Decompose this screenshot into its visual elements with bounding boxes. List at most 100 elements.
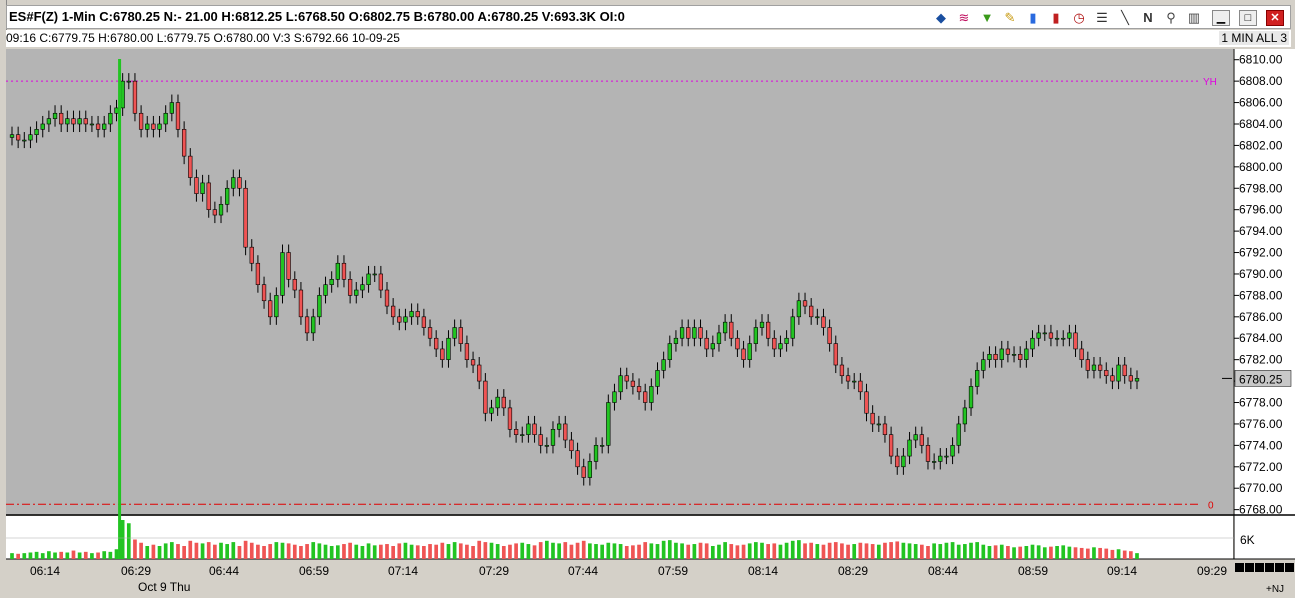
minimize-button[interactable]: ▁ xyxy=(1212,10,1230,26)
pencil-icon[interactable]: ✎ xyxy=(1004,10,1016,25)
volume-bar xyxy=(256,544,260,559)
y-tick-label: 6810.00 xyxy=(1239,53,1283,67)
volume-bar xyxy=(40,553,45,559)
volume-bar xyxy=(434,544,439,559)
price-chart[interactable]: 6768.00 6770.00 6772.00 6774.00 6776.00 6778.… xyxy=(0,47,1295,598)
candle-up xyxy=(815,316,820,319)
candle-icon[interactable]: ▮ xyxy=(1052,10,1060,25)
y-tick-label: 6788.00 xyxy=(1239,288,1283,302)
line-tool-icon[interactable]: ╲ xyxy=(1121,10,1129,25)
volume-bar xyxy=(176,544,180,559)
bar-chart-icon[interactable]: ▮ xyxy=(1029,10,1037,25)
volume-bar xyxy=(262,546,266,559)
y-tick-label: 6794.00 xyxy=(1239,224,1283,238)
candle-down xyxy=(888,434,894,457)
last-price-label: 6780.25 xyxy=(1239,372,1283,386)
x-tick-label: 09:14 xyxy=(1107,564,1137,578)
volume-bar xyxy=(895,541,900,559)
candle-up xyxy=(169,102,174,114)
candle-up xyxy=(544,445,549,447)
volume-bar xyxy=(809,542,814,559)
candle-down xyxy=(292,279,297,291)
funnel-icon[interactable]: ▼ xyxy=(980,10,994,25)
candle-up xyxy=(618,375,623,393)
volume-bar xyxy=(821,544,826,559)
zero-label: 0 xyxy=(1208,500,1214,511)
candle-up xyxy=(673,337,679,344)
candle-down xyxy=(138,112,144,130)
volume-bar xyxy=(151,544,156,559)
candle-up xyxy=(52,112,58,119)
candle-up xyxy=(46,118,52,125)
candle-up xyxy=(944,455,949,458)
volume-bar xyxy=(213,544,217,559)
volume-bar xyxy=(311,542,316,559)
volume-bar xyxy=(999,544,1004,559)
date-label: Oct 9 Thu xyxy=(138,580,190,594)
candle-up xyxy=(225,187,230,205)
list-icon[interactable]: ☰ xyxy=(1096,10,1108,25)
volume-bar xyxy=(1073,547,1078,559)
candle-up xyxy=(661,359,666,371)
candle-down xyxy=(636,386,642,393)
price-axis xyxy=(1234,49,1295,559)
candle-down xyxy=(870,412,875,425)
volume-bar xyxy=(299,546,303,559)
volume-bar xyxy=(723,542,727,559)
volume-bar xyxy=(969,542,973,559)
zoom-icon[interactable]: ⚲ xyxy=(1166,10,1176,25)
maximize-button[interactable]: □ xyxy=(1239,10,1257,26)
volume-bar xyxy=(206,542,211,559)
candle-up xyxy=(747,343,752,360)
candle-down xyxy=(1073,332,1078,350)
volume-bar xyxy=(987,546,992,559)
y-tick-label: 6790.00 xyxy=(1239,267,1283,281)
close-button[interactable]: ✕ xyxy=(1266,10,1284,26)
candle-down xyxy=(243,187,248,248)
volume-bar xyxy=(1012,547,1016,559)
status-square xyxy=(1285,563,1294,572)
candle-up xyxy=(1054,337,1060,340)
candle-down xyxy=(95,123,101,130)
volume-bar xyxy=(243,540,248,559)
y-tick-label: 6792.00 xyxy=(1239,246,1283,260)
volume-bar xyxy=(366,543,371,559)
volume-bar xyxy=(846,544,850,559)
candle-up xyxy=(77,118,82,125)
candle-down xyxy=(858,380,863,393)
y-tick-label: 6782.00 xyxy=(1239,353,1283,367)
volume-bar xyxy=(612,543,617,559)
wave-icon[interactable]: ≋ xyxy=(958,10,970,25)
volume-bar xyxy=(1055,546,1059,559)
volume-bar xyxy=(919,544,924,559)
candle-down xyxy=(686,327,691,339)
volume-bar xyxy=(754,542,758,559)
candle-up xyxy=(89,123,95,126)
volume-bar xyxy=(182,546,186,559)
candle-up xyxy=(710,343,715,350)
candle-down xyxy=(882,423,888,435)
volume-bar xyxy=(1104,548,1109,559)
volume-bar xyxy=(16,553,20,559)
candle-up xyxy=(329,279,334,285)
candle-up xyxy=(876,423,881,426)
trash-icon[interactable]: ▥ xyxy=(1187,10,1201,25)
layers-icon[interactable]: ◆ xyxy=(936,10,946,25)
candle-up xyxy=(593,445,599,462)
n-icon[interactable]: N xyxy=(1143,10,1153,25)
candle-up xyxy=(938,455,943,462)
candle-down xyxy=(440,348,445,360)
volume-bar xyxy=(889,542,893,559)
period-selector[interactable]: 1 MIN ALL 3 xyxy=(1219,31,1289,45)
x-tick-label: 06:59 xyxy=(299,564,329,578)
clock-icon[interactable]: ◷ xyxy=(1073,10,1085,25)
volume-bar xyxy=(428,544,432,559)
volume-bar xyxy=(194,542,199,559)
volume-bar xyxy=(280,542,285,559)
volume-bar xyxy=(778,544,783,559)
volume-bar xyxy=(96,552,100,559)
corner-label: +NJ xyxy=(1266,584,1284,595)
status-square xyxy=(1255,563,1264,572)
candle-up xyxy=(1091,364,1097,371)
candle-down xyxy=(1122,364,1127,377)
